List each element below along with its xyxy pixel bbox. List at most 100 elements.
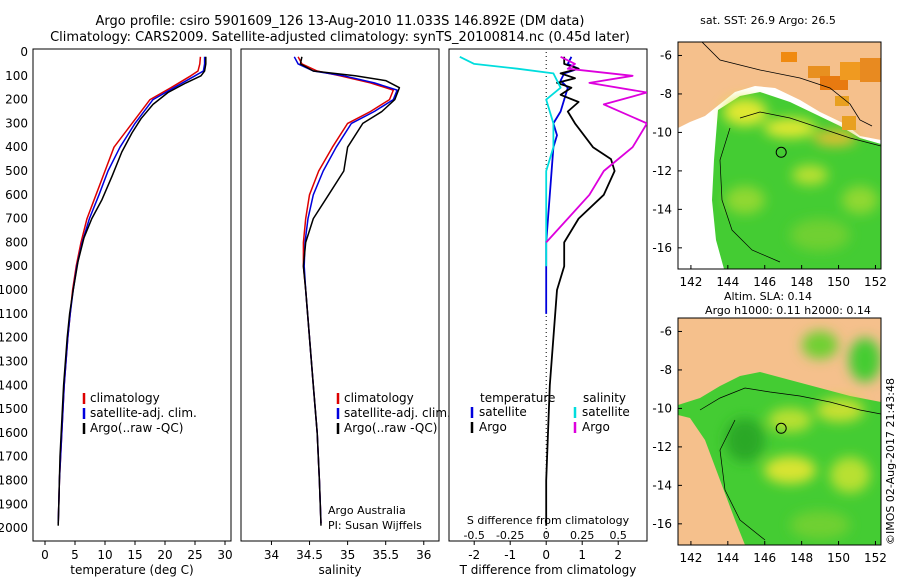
map-x-tick-label: 146 [753,551,776,565]
sst-map-panel: sat. SST: 26.9 Argo: 26.5 [652,14,887,289]
difference-x-ticks: -2 -1 0 1 2 -0.5 -0.25 0 0.25 0.5 [463,529,626,562]
salinity-xlabel: salinity [318,563,361,577]
depth-tick-label: 1800 [0,473,28,487]
x-tick-label: 10 [97,548,112,562]
legend-label: satellite-adj. clim. [344,406,451,420]
s-tick-label: 0.25 [570,529,595,542]
s-tick-label: -0.25 [496,529,524,542]
s-tick-label: 0.5 [609,529,627,542]
depth-tick-label: 1900 [0,497,28,511]
temperature-x-ticks: 0 5 10 15 20 25 30 [41,541,233,562]
depth-axis: 0 100 200 300 400 500 600 700 800 900 1000 1100 1200… [0,45,647,535]
salinity-annotation-2: PI: Susan Wijffels [328,519,422,532]
map-x-tick-label: 142 [679,275,702,289]
depth-tick-label: 1200 [0,331,28,345]
profile-location-marker-2 [775,422,787,434]
sst-map-ticks: 142 144 146 148 150 152 -6 -8 -10 -12 -14 -16 [652,48,887,289]
depth-tick-label: 200 [5,93,28,107]
x-tick-label: -1 [504,548,516,562]
depth-tick-label: 1600 [0,426,28,440]
difference-series [459,55,647,526]
x-tick-label: 2 [614,548,622,562]
x-tick-label: 15 [127,548,142,562]
x-tick-label: -2 [468,548,480,562]
sst-map-image [678,42,881,269]
sla-map-frame [677,317,882,546]
depth-tick-label: 800 [5,235,28,249]
s-tick-label: -0.5 [463,529,484,542]
temperature-panel: 0 5 10 15 20 25 30 temperature (deg C) climato… [32,48,233,577]
depth-tick-label: 1500 [0,402,28,416]
x-tick-label: 30 [217,548,232,562]
s-tick-label: 0 [543,529,550,542]
map-y-tick-label: -8 [660,363,672,377]
legend-label: Argo(..raw -QC) [90,421,183,435]
t-difference-label: T difference from climatology [459,563,637,577]
depth-tick-label: 900 [5,259,28,273]
x-tick-label: 20 [157,548,172,562]
map-y-tick-label: -12 [652,440,672,454]
legend-label: climatology [90,391,160,405]
sla-map-ticks: 142 144 146 148 150 152 -6 -8 -10 -12 -14 -16 [652,324,887,565]
profile-location-marker [775,146,787,158]
x-tick-label: 25 [187,548,202,562]
map-y-tick-label: -12 [652,164,672,178]
depth-tick-label: 1700 [0,450,28,464]
map-y-tick-label: -10 [652,125,672,139]
legend-title-salinity: salinity [583,391,626,405]
map-y-tick-label: -6 [660,324,672,338]
map-x-tick-label: 142 [679,551,702,565]
map-y-tick-label: -6 [660,48,672,62]
credit-text: ©IMOS 02-Aug-2017 21:43:48 [884,378,897,545]
depth-tick-label: 0 [20,45,28,59]
depth-tick-label: 1000 [0,283,28,297]
x-tick-label: 34 [264,548,279,562]
x-tick-label: 34.5 [296,548,323,562]
map-y-tick-label: -10 [652,401,672,415]
legend-label: Argo [582,420,610,434]
map-x-tick-label: 148 [790,551,813,565]
header-line-1: Argo profile: csiro 5901609_126 13-Aug-2… [96,14,585,29]
salinity-panel: 34 34.5 35 35.5 36 salinity climatologysatel… [240,48,451,577]
s-difference-label: S difference from climatology [467,514,630,527]
series-line-argo-raw-qc- [57,56,207,526]
map-y-tick-label: -8 [660,87,672,101]
map-x-tick-label: 152 [864,275,887,289]
sla-map-title-2: Argo h1000: 0.11 h2000: 0.14 [705,304,871,317]
legend-label: satellite [582,405,630,419]
header-line-2: Climatology: CARS2009. Satellite-adjuste… [50,30,630,45]
map-y-tick-label: -16 [652,517,672,531]
salinity-x-ticks: 34 34.5 35 35.5 36 [264,541,431,562]
diff-line-salinity-satellite [459,55,562,267]
sla-map-image [678,318,881,545]
x-tick-label: 5 [71,548,79,562]
temperature-series [57,56,207,526]
x-tick-label: 36 [416,548,431,562]
depth-tick-label: 1400 [0,378,28,392]
depth-tick-label: 400 [5,140,28,154]
map-y-tick-label: -14 [652,478,672,492]
depth-tick-label: 300 [5,116,28,130]
sst-warm-patches [723,98,878,251]
diff-line-temperature-argo [545,56,616,526]
legend-label: climatology [344,391,414,405]
sla-map-panel: Altim. SLA: 0.14 Argo h1000: 0.11 h2000:… [652,290,887,565]
legend-label: Argo(..raw -QC) [344,421,437,435]
depth-tick-label: 2000 [0,521,28,535]
salinity-series [293,56,401,526]
x-tick-label: 0 [41,548,49,562]
difference-legend: temperature salinitysatelliteArgosatellit… [470,391,630,434]
map-x-tick-label: 150 [827,551,850,565]
legend-label: Argo [479,420,507,434]
temperature-xlabel: temperature (deg C) [70,563,193,577]
map-y-tick-label: -14 [652,202,672,216]
map-x-tick-label: 152 [864,551,887,565]
depth-contour-2 [739,111,881,147]
map-x-tick-label: 144 [716,551,739,565]
map-x-tick-label: 150 [827,275,850,289]
map-x-tick-label: 144 [716,275,739,289]
sst-map-title: sat. SST: 26.9 Argo: 26.5 [700,14,836,27]
depth-tick-label: 1100 [0,307,28,321]
